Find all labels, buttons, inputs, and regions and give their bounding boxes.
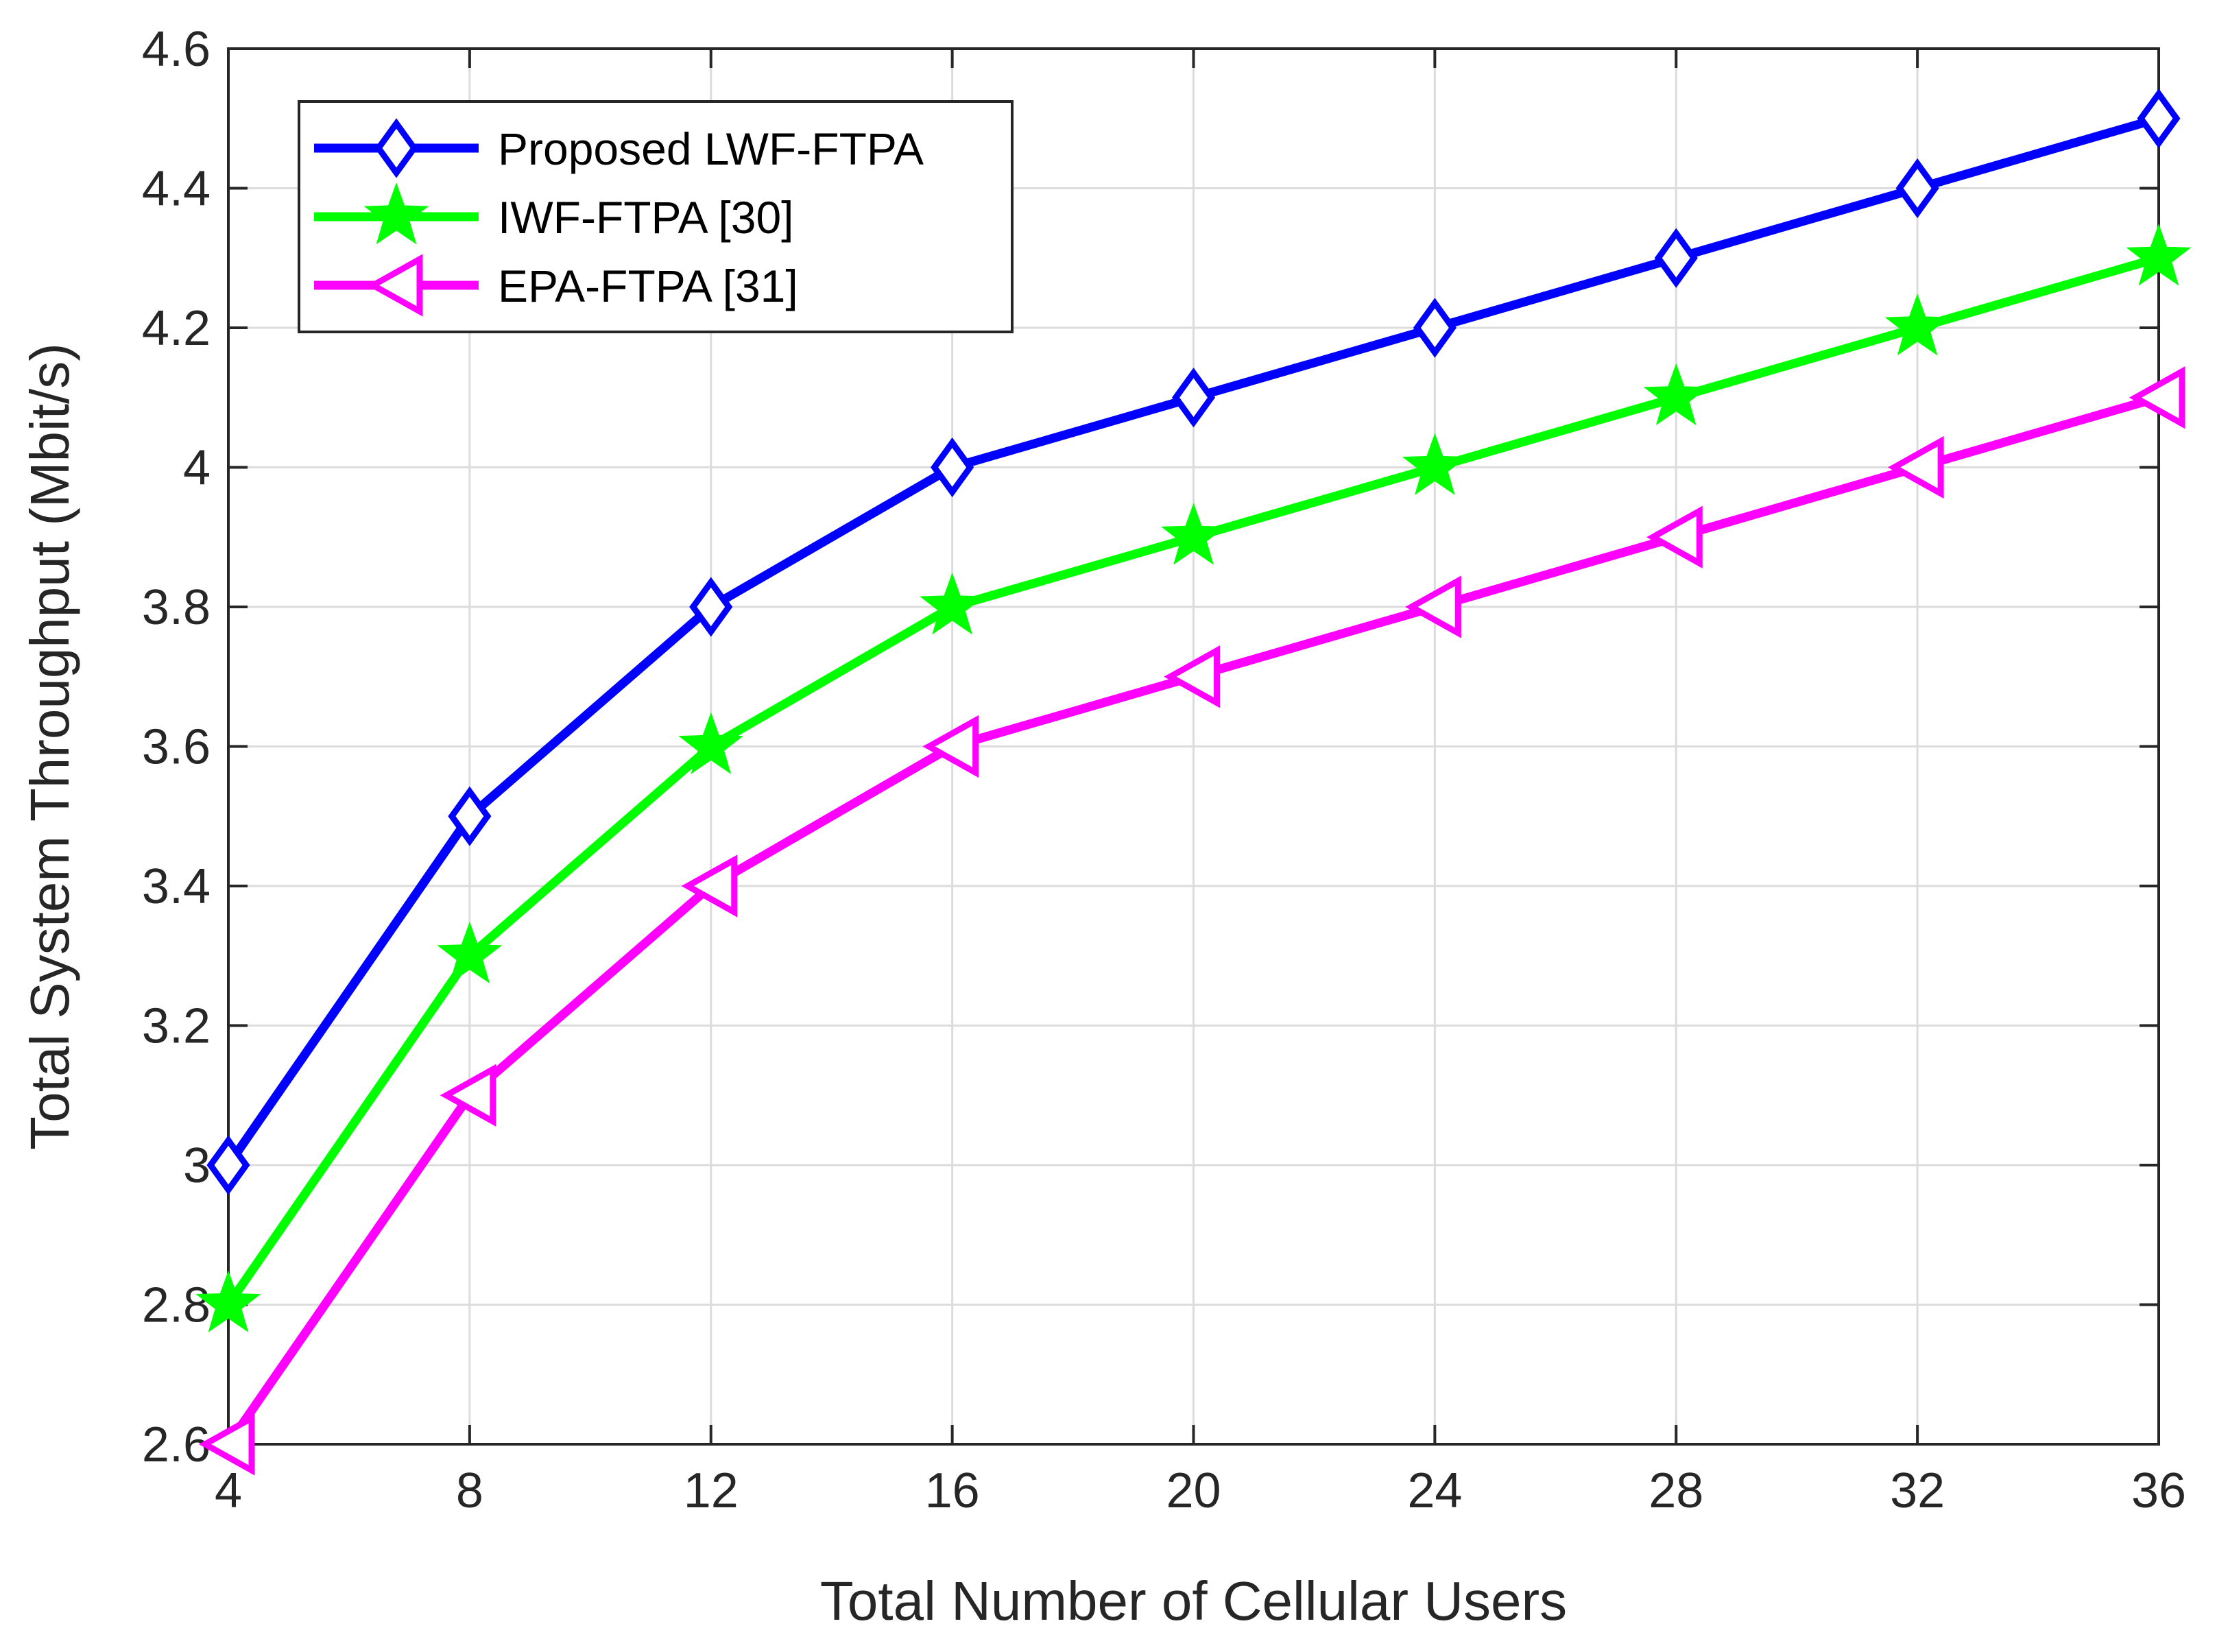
y-tick-label: 2.6: [142, 1417, 211, 1472]
x-tick-label: 16: [925, 1463, 980, 1518]
data-point-star: [437, 921, 503, 984]
legend-item: Proposed LWF-FTPA: [314, 118, 924, 178]
data-point-triangle-left: [922, 715, 979, 778]
legend-marker-triangle-left: [366, 254, 423, 317]
data-point-star: [1402, 433, 1467, 495]
data-point-star: [1161, 503, 1226, 565]
data-point-diamond: [931, 437, 974, 498]
x-tick-label: 28: [1649, 1463, 1703, 1518]
y-axis-label: Total System Throughput (Mbit/s): [19, 343, 80, 1150]
y-tick-label: 4.6: [142, 22, 211, 77]
y-tick-label: 3.8: [142, 580, 211, 635]
x-tick-label: 4: [215, 1463, 242, 1518]
data-point-diamond: [1171, 368, 1216, 428]
legend: Proposed LWF-FTPA IWF-FTPA [30] EPA-FTPA […: [298, 100, 1014, 333]
axis-ticks: 4 8 12 16 20 24 28 32 36 2.6 2.8 3 3.2 3.4 3.6 3.8 4 4.2 4…: [142, 22, 2186, 1518]
y-tick-label: 4.4: [142, 162, 211, 217]
data-point-star: [1643, 363, 1709, 426]
y-tick-label: 4: [183, 441, 211, 496]
legend-marker-star: [363, 182, 429, 245]
y-tick-label: 3: [183, 1138, 211, 1193]
data-point-triangle-left: [681, 854, 738, 918]
series-star: [195, 224, 2192, 1332]
data-point-star: [195, 1270, 261, 1332]
data-point-diamond: [206, 1135, 250, 1195]
legend-marker-diamond: [374, 118, 418, 178]
data-point-triangle-left: [198, 1413, 255, 1476]
series-triangle-left: [198, 366, 2185, 1476]
y-tick-label: 4.2: [142, 301, 211, 356]
data-point-diamond: [1413, 298, 1457, 358]
y-tick-label: 3.2: [142, 999, 211, 1054]
legend-label: EPA-FTPA [31]: [498, 261, 798, 311]
y-tick-label: 2.8: [142, 1278, 211, 1333]
data-point-triangle-left: [440, 1064, 496, 1127]
x-axis-label: Total Number of Cellular Users: [820, 1570, 1567, 1631]
legend-label: Proposed LWF-FTPA: [498, 123, 924, 174]
legend-item: EPA-FTPA [31]: [314, 254, 798, 317]
data-point-diamond: [689, 577, 733, 637]
data-point-diamond: [1654, 228, 1698, 288]
x-tick-label: 12: [684, 1463, 739, 1518]
data-point-diamond: [448, 786, 492, 846]
data-point-star: [2126, 224, 2192, 286]
y-tick-label: 3.4: [142, 859, 211, 914]
data-point-star: [1884, 294, 1950, 356]
series-diamond: [206, 88, 2181, 1195]
x-tick-label: 20: [1166, 1463, 1221, 1518]
data-point-triangle-left: [1646, 505, 1703, 568]
x-tick-label: 24: [1407, 1463, 1462, 1518]
data-point-star: [920, 573, 985, 635]
legend-item: IWF-FTPA [30]: [314, 182, 793, 245]
data-point-triangle-left: [1405, 575, 1461, 638]
data-point-diamond: [1895, 158, 1939, 219]
x-tick-label: 8: [456, 1463, 483, 1518]
x-tick-label: 36: [2131, 1463, 2186, 1518]
y-tick-label: 3.6: [142, 720, 211, 775]
data-point-triangle-left: [1164, 645, 1220, 708]
data-point-triangle-left: [2129, 366, 2185, 429]
series-group: [195, 88, 2192, 1476]
data-point-star: [678, 712, 744, 774]
data-point-triangle-left: [1887, 435, 1944, 499]
x-tick-label: 32: [1890, 1463, 1945, 1518]
data-point-diamond: [2137, 88, 2181, 149]
legend-label: IWF-FTPA [30]: [498, 192, 793, 243]
